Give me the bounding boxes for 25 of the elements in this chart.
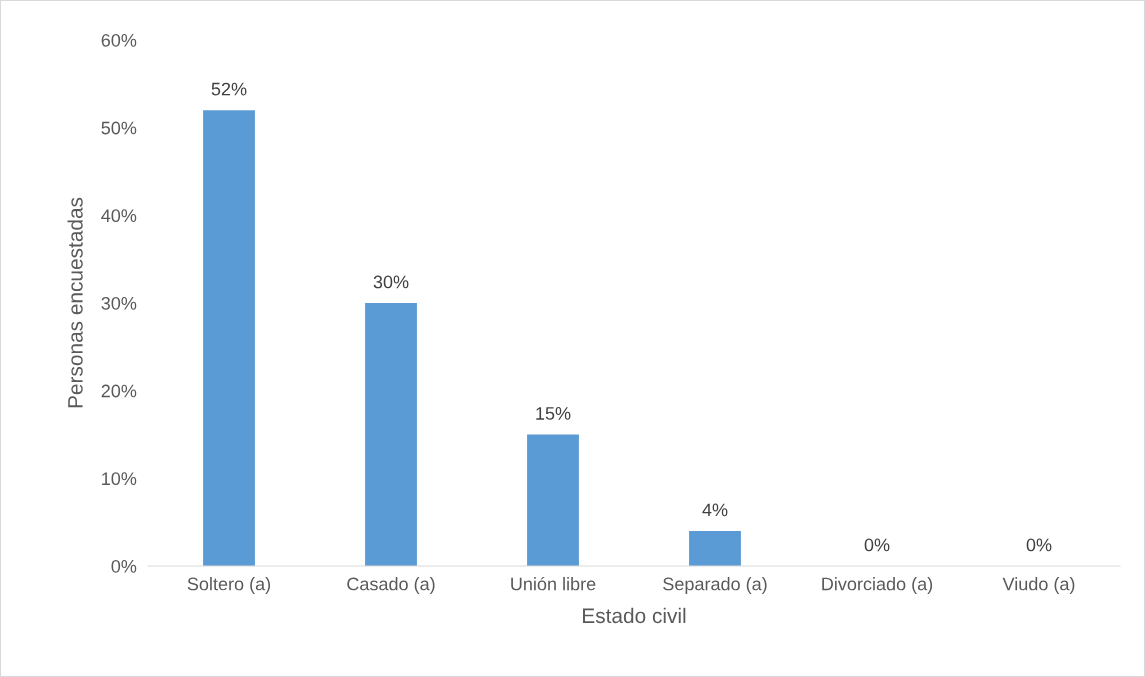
data-label: 15% [536,407,571,420]
data-label: 52% [211,82,247,96]
y-tick-label: 30% [101,296,137,310]
x-tick-label: Unión libre [511,576,596,591]
x-tick-label: Viudo (a) [1002,577,1075,594]
x-tick-label: Soltero (a) [187,577,271,594]
data-label: 30% [373,275,409,289]
bar [203,110,255,566]
bar [689,530,741,566]
x-axis-title: Estado civil [583,607,686,624]
data-label: 0% [1026,538,1052,552]
y-tick-label: 50% [101,121,137,135]
y-axis-title: Personas encuestadas [67,197,83,408]
data-label: 0% [864,538,890,552]
y-tick-label: 20% [101,384,137,398]
bar [527,434,579,566]
x-tick-label: Casado (a) [347,577,435,594]
x-tick-label: Separado (a) [663,577,767,594]
data-label: 4% [702,503,728,517]
y-tick-label: 0% [111,559,137,573]
y-tick-label: 60% [101,33,137,47]
bar [365,303,417,566]
y-tick-label: 40% [101,209,137,223]
y-tick-label: 10% [102,472,137,486]
x-tick-label: Divorciado (a) [822,577,933,594]
